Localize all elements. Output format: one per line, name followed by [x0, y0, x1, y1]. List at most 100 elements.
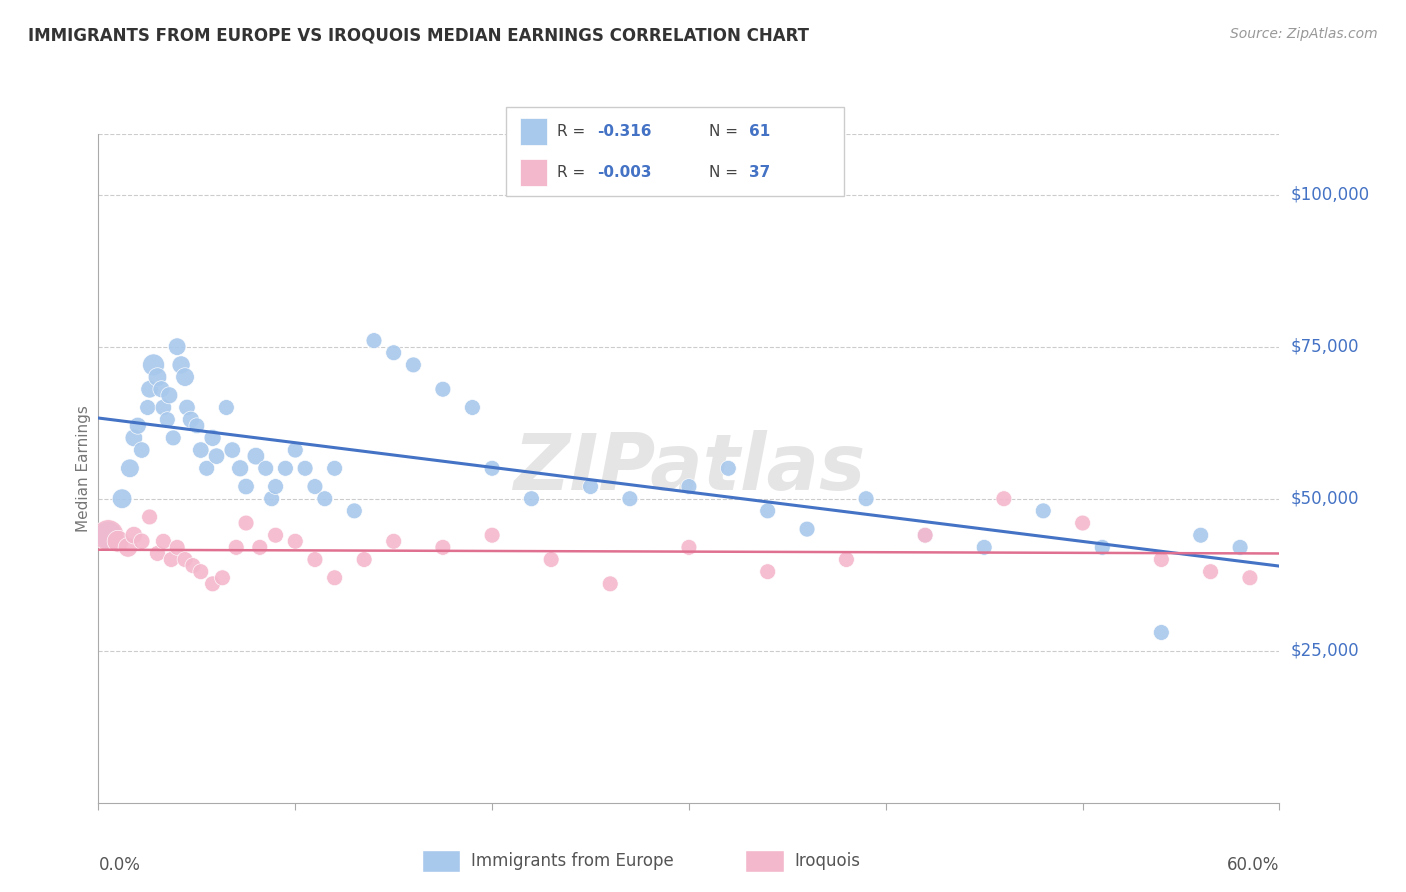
- Point: [314, 491, 336, 506]
- Point: [111, 491, 134, 506]
- Point: [796, 522, 818, 536]
- Point: [678, 541, 700, 555]
- Point: [180, 412, 202, 426]
- Point: [1150, 552, 1173, 566]
- Point: [1189, 528, 1212, 542]
- Point: [1229, 541, 1251, 555]
- Point: [127, 418, 149, 433]
- Text: R =: R =: [557, 165, 591, 179]
- Point: [304, 479, 326, 493]
- Point: [166, 541, 188, 555]
- Text: Source: ZipAtlas.com: Source: ZipAtlas.com: [1230, 27, 1378, 41]
- Point: [138, 510, 160, 524]
- Point: [211, 571, 233, 585]
- Point: [190, 443, 212, 458]
- Point: [146, 546, 169, 560]
- Point: [343, 504, 366, 518]
- Point: [461, 401, 484, 415]
- Point: [225, 541, 247, 555]
- Point: [323, 461, 346, 475]
- Point: [274, 461, 297, 475]
- Point: [432, 382, 454, 396]
- Y-axis label: Median Earnings: Median Earnings: [76, 405, 91, 532]
- Text: -0.316: -0.316: [598, 124, 652, 138]
- Point: [599, 577, 621, 591]
- Point: [284, 443, 307, 458]
- Text: ZIPatlas: ZIPatlas: [513, 430, 865, 507]
- Point: [160, 552, 183, 566]
- Point: [353, 552, 375, 566]
- Point: [97, 528, 120, 542]
- Point: [481, 461, 503, 475]
- Text: -0.003: -0.003: [598, 165, 652, 179]
- Text: 60.0%: 60.0%: [1227, 856, 1279, 874]
- Point: [174, 552, 197, 566]
- Point: [122, 528, 145, 542]
- Point: [136, 401, 159, 415]
- Point: [190, 565, 212, 579]
- Point: [229, 461, 252, 475]
- Point: [1071, 516, 1094, 530]
- Point: [150, 382, 173, 396]
- Point: [170, 358, 193, 372]
- Text: Iroquois: Iroquois: [794, 852, 860, 870]
- Text: N =: N =: [709, 165, 742, 179]
- Point: [152, 534, 174, 549]
- Bar: [520, 159, 547, 186]
- Point: [152, 401, 174, 415]
- Point: [157, 388, 180, 402]
- Point: [481, 528, 503, 542]
- Bar: [520, 118, 547, 145]
- Point: [235, 479, 257, 493]
- Text: 37: 37: [749, 165, 770, 179]
- Point: [294, 461, 316, 475]
- Point: [221, 443, 243, 458]
- Point: [166, 340, 188, 354]
- Point: [835, 552, 858, 566]
- Point: [186, 418, 208, 433]
- Point: [146, 370, 169, 384]
- FancyBboxPatch shape: [506, 107, 844, 196]
- Bar: [422, 849, 461, 872]
- Text: N =: N =: [709, 124, 742, 138]
- Point: [142, 358, 165, 372]
- Point: [520, 491, 543, 506]
- Point: [993, 491, 1015, 506]
- Point: [215, 401, 238, 415]
- Point: [235, 516, 257, 530]
- Text: $100,000: $100,000: [1291, 186, 1369, 203]
- Point: [162, 431, 184, 445]
- Point: [756, 504, 779, 518]
- Point: [1199, 565, 1222, 579]
- Point: [131, 443, 153, 458]
- Point: [195, 461, 218, 475]
- Text: 0.0%: 0.0%: [98, 856, 141, 874]
- Text: $50,000: $50,000: [1291, 490, 1360, 508]
- Point: [97, 528, 120, 542]
- Point: [201, 577, 224, 591]
- Point: [1239, 571, 1261, 585]
- Point: [678, 479, 700, 493]
- Text: R =: R =: [557, 124, 591, 138]
- Point: [107, 534, 129, 549]
- Point: [117, 541, 139, 555]
- Text: IMMIGRANTS FROM EUROPE VS IROQUOIS MEDIAN EARNINGS CORRELATION CHART: IMMIGRANTS FROM EUROPE VS IROQUOIS MEDIA…: [28, 27, 808, 45]
- Point: [432, 541, 454, 555]
- Point: [382, 345, 405, 359]
- Point: [245, 449, 267, 463]
- Point: [717, 461, 740, 475]
- Point: [181, 558, 204, 573]
- Text: 61: 61: [749, 124, 770, 138]
- Point: [1150, 625, 1173, 640]
- Point: [176, 401, 198, 415]
- Point: [619, 491, 641, 506]
- Point: [264, 528, 287, 542]
- Point: [118, 461, 141, 475]
- Point: [264, 479, 287, 493]
- Point: [260, 491, 283, 506]
- Point: [122, 431, 145, 445]
- Point: [540, 552, 562, 566]
- Point: [914, 528, 936, 542]
- Text: $25,000: $25,000: [1291, 641, 1360, 660]
- Point: [205, 449, 228, 463]
